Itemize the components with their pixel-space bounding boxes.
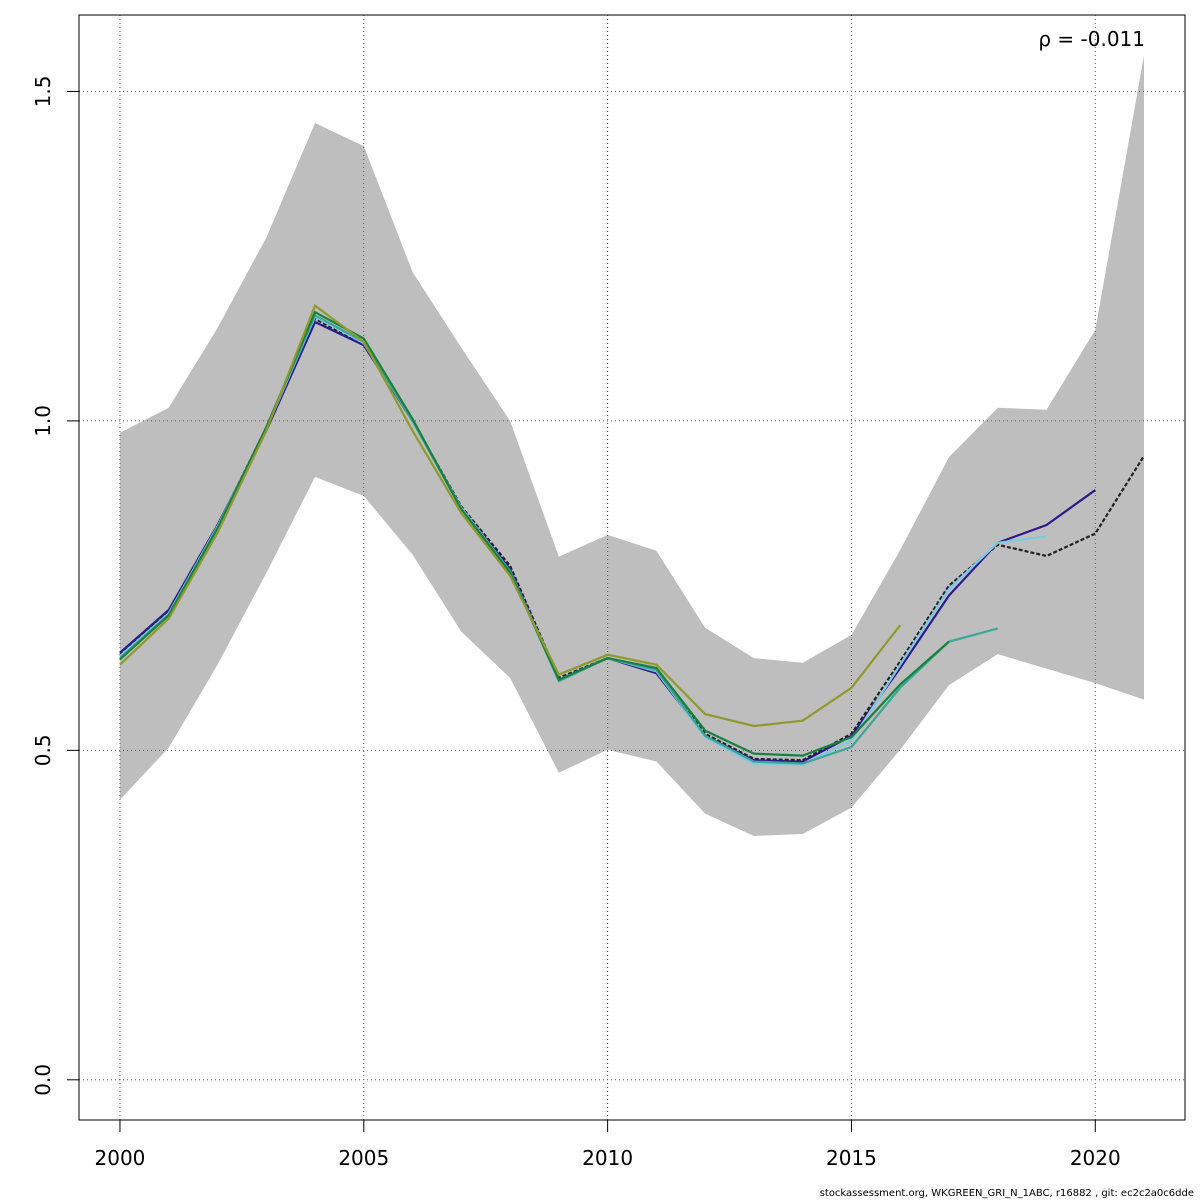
y-tick-label: 0.5 xyxy=(31,734,55,766)
x-tick-label: 2020 xyxy=(1070,1146,1121,1170)
x-tick-label: 2010 xyxy=(582,1146,633,1170)
confidence-band xyxy=(119,55,1145,837)
y-tick-label: 1.0 xyxy=(31,405,55,437)
x-tick-label: 2005 xyxy=(338,1146,389,1170)
y-tick-label: 0.0 xyxy=(31,1064,55,1096)
series-line xyxy=(119,303,902,728)
plot-frame xyxy=(78,14,1186,1121)
y-tick-label: 1.5 xyxy=(31,76,55,108)
x-tick-label: 2015 xyxy=(826,1146,877,1170)
x-tick-label: 2000 xyxy=(95,1146,146,1170)
annotation: ρ = -0.011 xyxy=(1038,27,1145,51)
footer: stockassessment.org, WKGREEN_GRI_N_1ABC,… xyxy=(820,1188,1194,1199)
